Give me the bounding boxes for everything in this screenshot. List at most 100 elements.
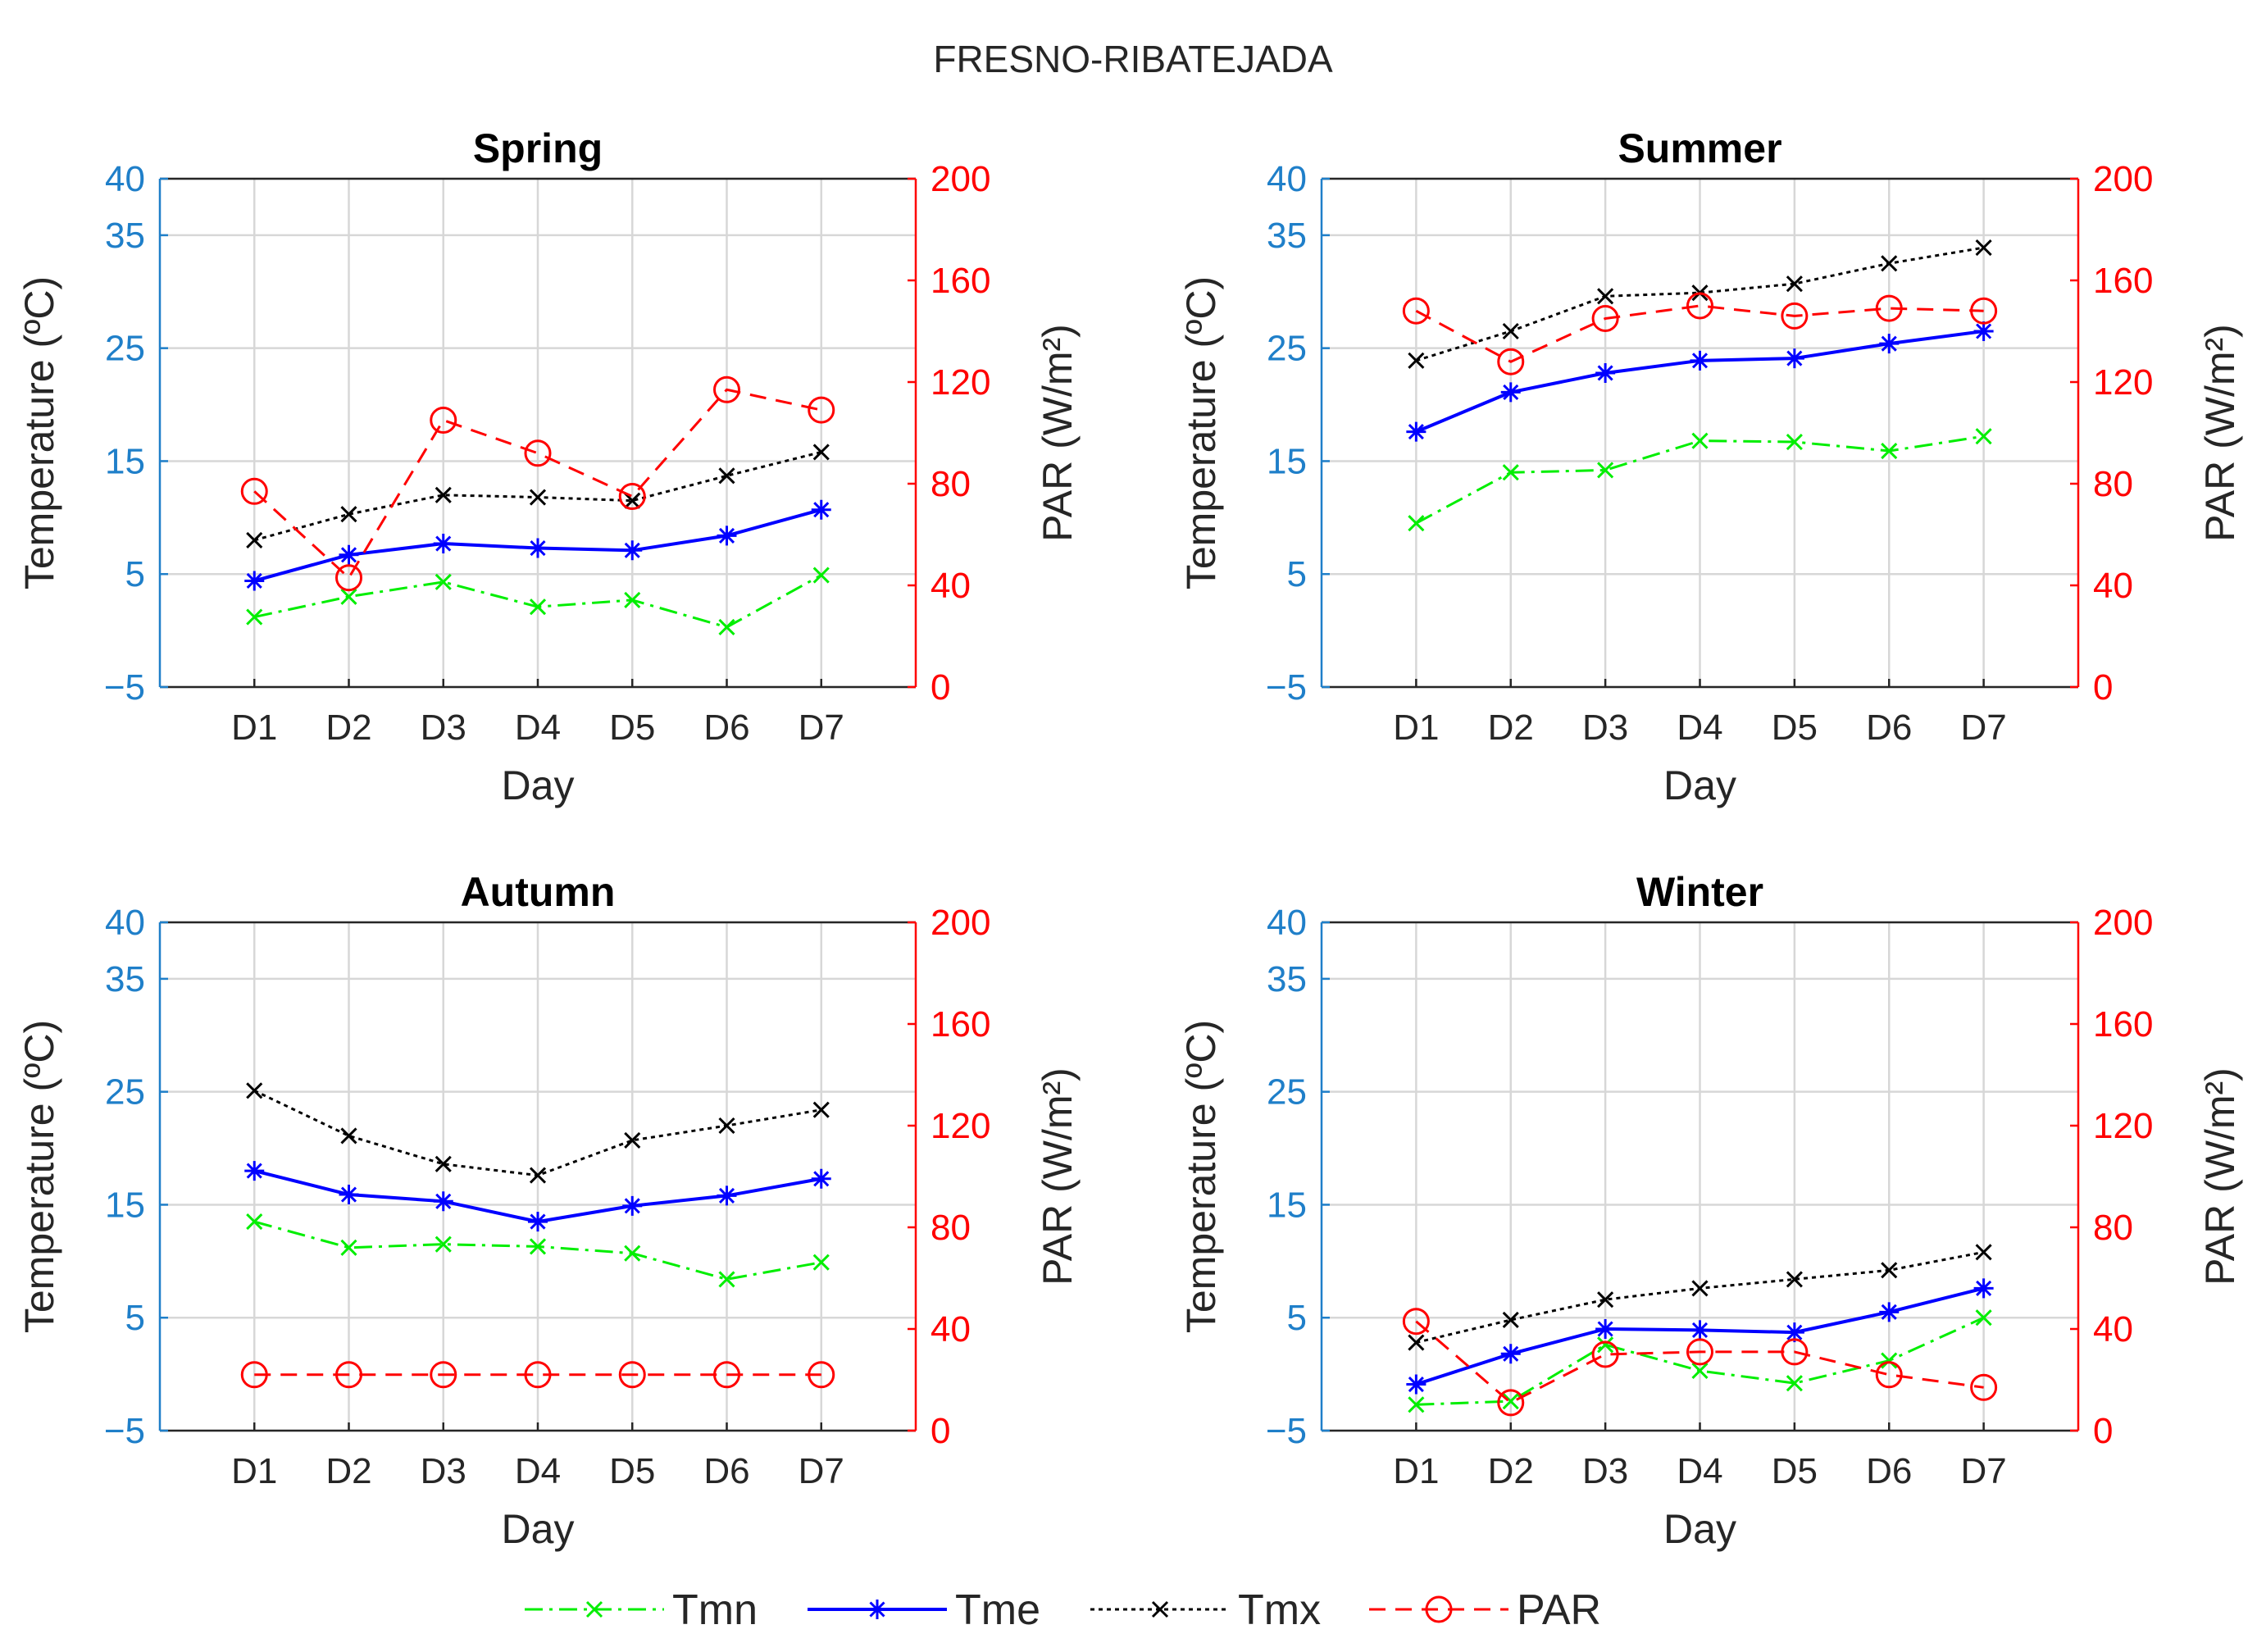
x-tick-label: D3: [421, 1451, 466, 1491]
data-point: [624, 492, 641, 509]
data-point: [340, 588, 357, 605]
y-tick-label-right: 160: [2093, 261, 2153, 301]
data-point: [1691, 1362, 1709, 1380]
data-point: [1973, 321, 1994, 341]
x-tick-label: D5: [1772, 708, 1818, 748]
data-point: [246, 1082, 263, 1099]
series-tmx: [246, 1082, 830, 1184]
data-point: [1402, 1308, 1430, 1336]
data-point: [624, 591, 641, 608]
data-point: [340, 1239, 357, 1256]
legend-marker: [1151, 1600, 1169, 1618]
data-point: [811, 499, 831, 520]
y-tick-label-left: 5: [1287, 554, 1307, 594]
panel-winter: −5 5 15 25 35 40 0 40 80 120 160 200 D1 D2 D3 D4 D5 D6 D7 D…: [1178, 869, 2243, 1552]
y-tick-label-left: 25: [105, 1072, 145, 1113]
y-axis-label-left: Temperature (ºC): [1178, 1020, 1224, 1333]
series-tme: [244, 1161, 831, 1232]
data-point: [1502, 464, 1519, 481]
y-tick-label-right: 160: [931, 261, 990, 301]
data-point: [435, 486, 452, 503]
panel-title: Summer: [1618, 125, 1781, 171]
y-tick-label-left: 15: [105, 1185, 145, 1225]
data-point: [1500, 382, 1521, 403]
legend-label: PAR: [1517, 1586, 1601, 1634]
x-tick-label: D4: [1677, 1451, 1722, 1491]
data-point: [622, 540, 643, 561]
y-tick-label-left: 15: [1267, 441, 1307, 481]
y-tick-label-right: 40: [931, 1309, 971, 1349]
series-tmn: [1408, 1309, 1992, 1413]
x-tick-label: D1: [1393, 1451, 1439, 1491]
series-tme: [244, 499, 831, 591]
y-tick-label-right: 160: [2093, 1004, 2153, 1044]
legend-item-tme: Tme: [808, 1586, 1040, 1634]
legend: Tmn Tme Tmx PAR: [525, 1586, 1601, 1634]
y-tick-label-left: 5: [125, 1298, 145, 1338]
y-axis-label-right: PAR (W/m²): [2197, 1067, 2243, 1286]
figure-title: FRESNO-RIBATEJADA: [933, 38, 1333, 80]
x-tick-label: D2: [325, 708, 371, 748]
y-tick-label-right: 120: [931, 362, 990, 403]
x-tick-label: D5: [609, 708, 655, 748]
series-line: [1415, 304, 1984, 363]
series-tmn: [1408, 428, 1992, 532]
data-point: [1875, 1361, 1903, 1389]
y-tick-label-right: 40: [2093, 566, 2133, 606]
data-point: [1881, 1262, 1898, 1279]
y-tick-label-left: −5: [104, 1411, 145, 1451]
y-tick-label-left: −5: [1266, 667, 1307, 708]
grid: [1322, 921, 2078, 1432]
data-point: [1970, 297, 1998, 325]
data-point: [1786, 1375, 1803, 1392]
y-tick-label-right: 200: [931, 159, 990, 199]
y-tick-label-right: 0: [2093, 1411, 2113, 1451]
y-tick-label-right: 40: [2093, 1309, 2133, 1349]
data-point: [812, 567, 830, 584]
y-tick-label-right: 120: [2093, 362, 2153, 403]
data-point: [1875, 294, 1903, 322]
x-tick-label: D2: [325, 1451, 371, 1491]
y-tick-label-right: 40: [931, 566, 971, 606]
data-point: [1591, 305, 1619, 332]
data-point: [1691, 1280, 1709, 1297]
data-point: [529, 1167, 547, 1184]
data-point: [1781, 1338, 1809, 1366]
data-point: [1595, 1319, 1616, 1339]
data-point: [622, 1195, 643, 1216]
y-tick-label-right: 80: [2093, 1208, 2133, 1248]
data-point: [1502, 1393, 1519, 1410]
y-tick-label-right: 80: [2093, 464, 2133, 504]
data-point: [808, 1361, 835, 1389]
data-point: [1408, 1334, 1425, 1351]
data-point: [433, 534, 453, 554]
x-tick-label: D3: [1582, 1451, 1628, 1491]
data-point: [811, 1168, 831, 1189]
x-tick-label: D2: [1488, 1451, 1534, 1491]
data-point: [1686, 1338, 1713, 1366]
data-point: [1975, 1244, 1992, 1261]
data-point: [717, 1186, 737, 1206]
data-point: [1408, 515, 1425, 532]
data-point: [433, 1191, 453, 1212]
y-tick-label-left: 35: [105, 959, 145, 999]
y-tick-label-right: 200: [931, 903, 990, 943]
series-par: [1402, 1308, 1998, 1417]
panel-summer: −5 5 15 25 35 40 0 40 80 120 160 200 D1 D2 D3 D4 D5 D6 D7 D…: [1178, 125, 2243, 808]
data-point: [339, 544, 359, 565]
data-point: [435, 573, 452, 590]
x-tick-label: D5: [609, 1451, 655, 1491]
x-tick-label: D4: [515, 708, 561, 748]
legend-label: Tmn: [672, 1586, 758, 1634]
data-point: [812, 1254, 830, 1271]
y-axis-label-left: Temperature (ºC): [16, 1020, 62, 1333]
data-point: [1402, 297, 1430, 325]
data-point: [340, 1127, 357, 1145]
data-point: [246, 1213, 263, 1231]
data-point: [1973, 1278, 1994, 1299]
data-point: [718, 618, 735, 636]
y-tick-label-left: −5: [104, 667, 145, 708]
data-point: [718, 467, 735, 485]
y-tick-label-left: 40: [1267, 159, 1307, 199]
y-tick-label-left: 40: [105, 903, 145, 943]
